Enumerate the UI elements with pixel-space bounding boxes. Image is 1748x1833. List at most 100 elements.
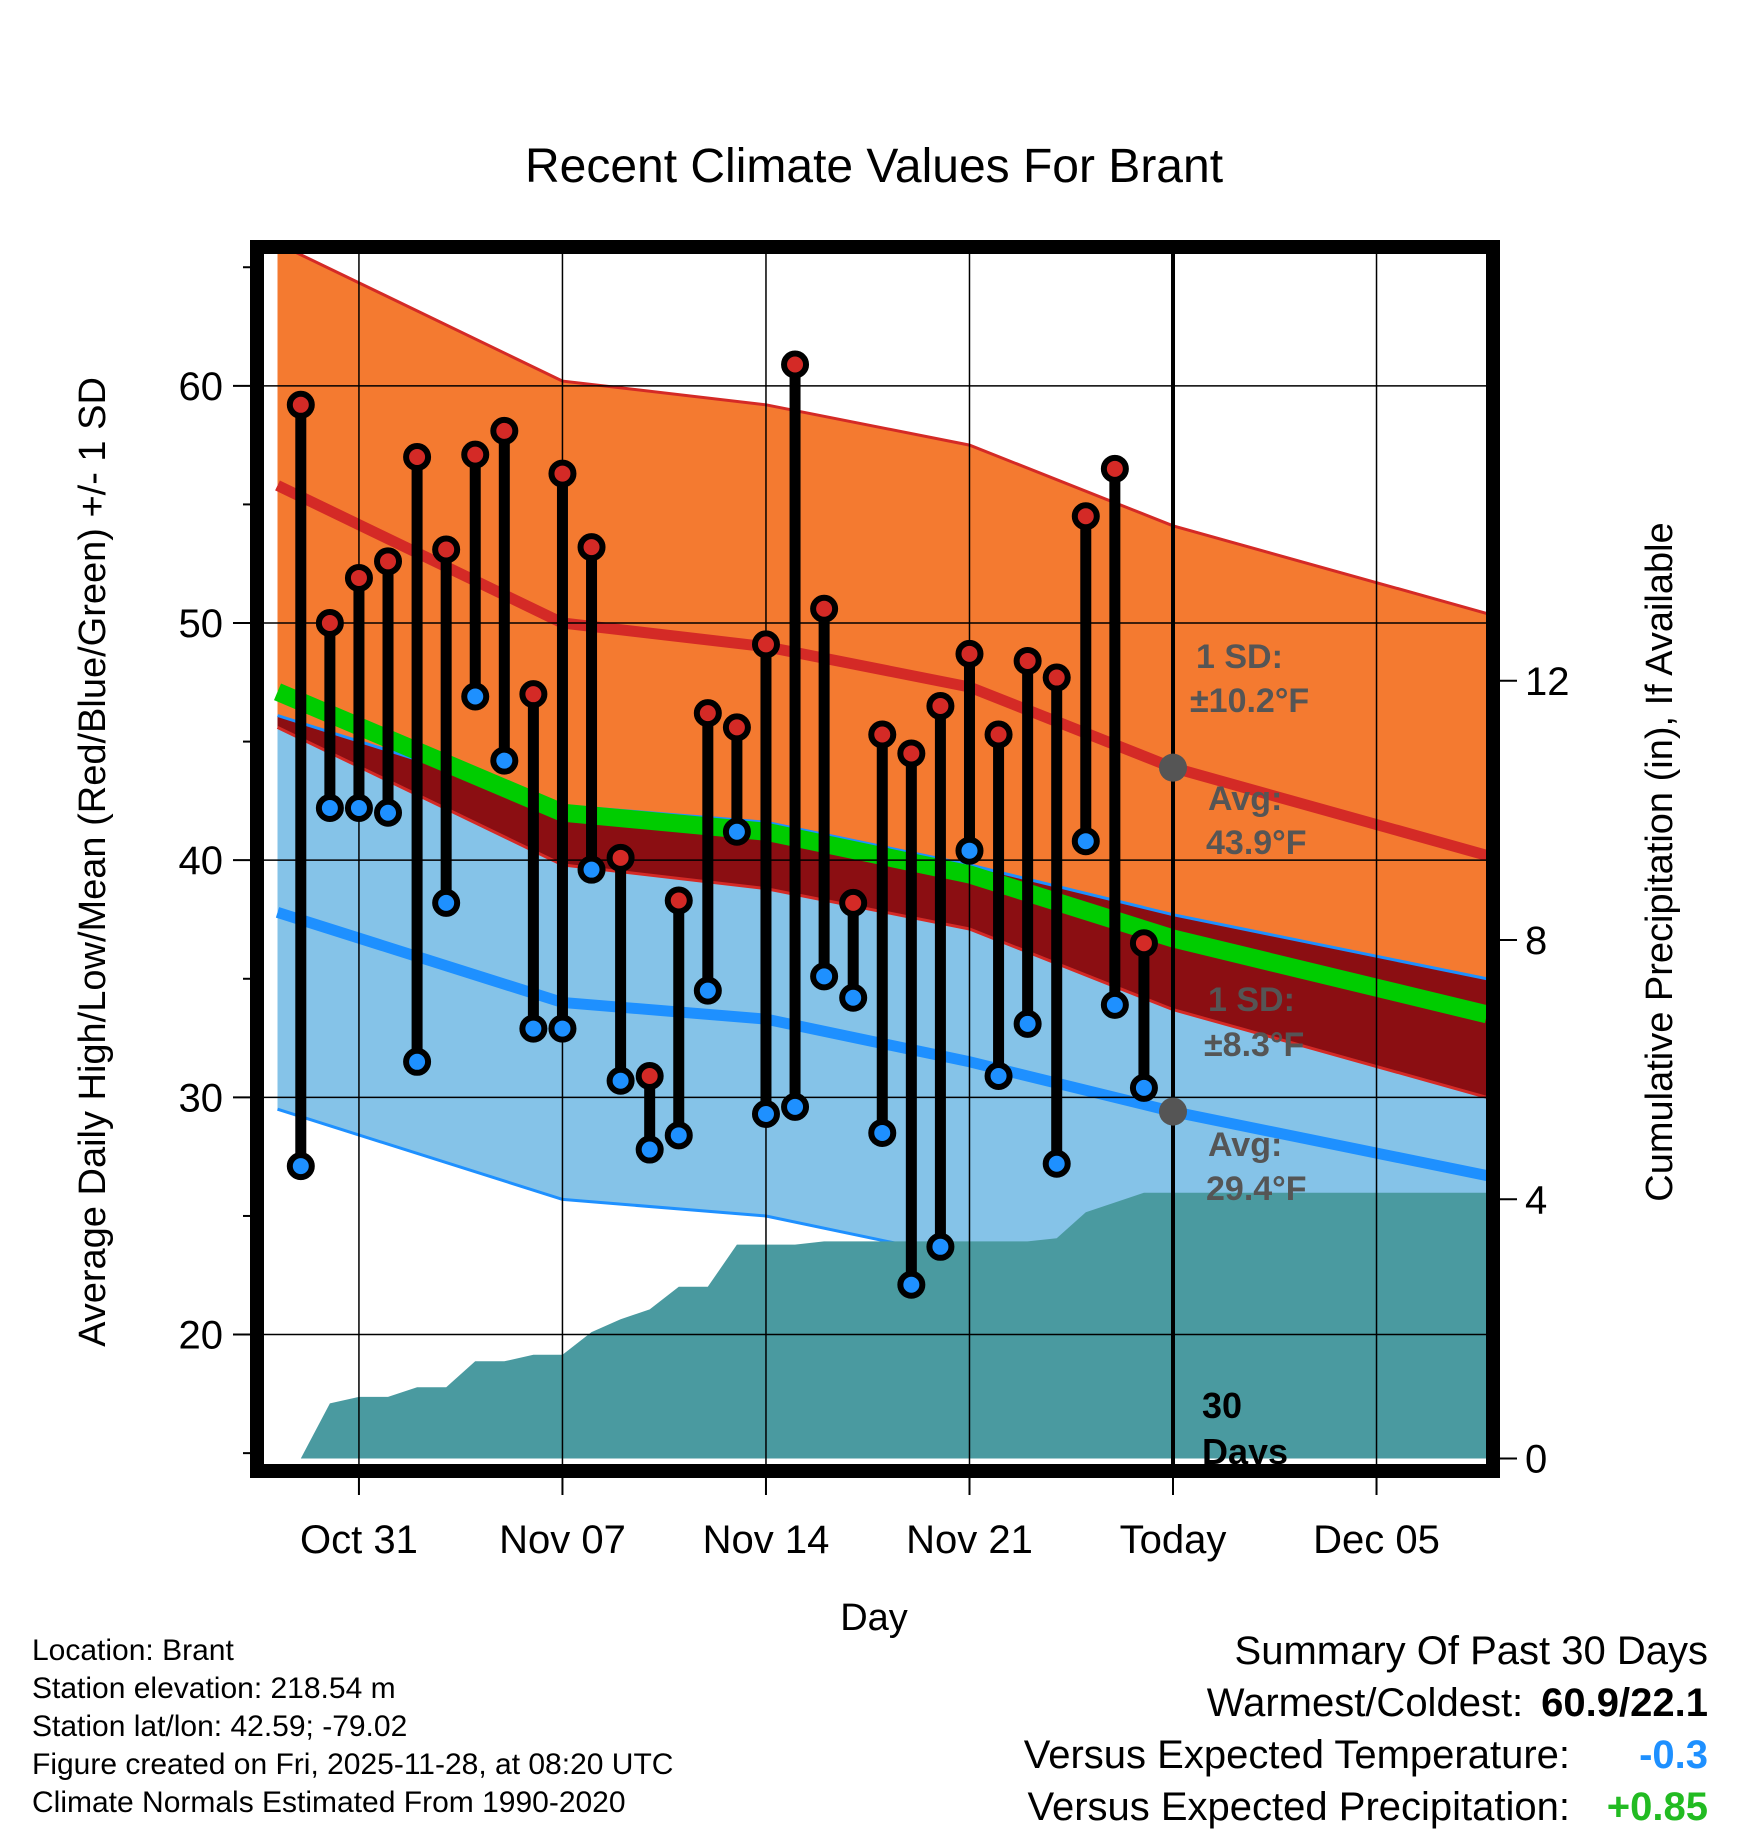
normal-low-line xyxy=(275,907,1487,1181)
daily-high-point xyxy=(868,720,897,749)
daily-high-point xyxy=(984,720,1013,749)
daily-low-point xyxy=(1100,990,1129,1019)
daily-low-point xyxy=(315,794,344,823)
daily-low-point xyxy=(548,1014,577,1043)
warm-cold-label: Warmest/Coldest: xyxy=(1206,1681,1524,1725)
high-avg-label: Avg: xyxy=(1208,780,1282,818)
daily-low-point xyxy=(1129,1073,1158,1102)
daily-low-point xyxy=(344,794,373,823)
y-axis-label: Average Daily High/Low/Mean (Red/Blue/Gr… xyxy=(72,377,114,1347)
station-info: Location: Brant Station elevation: 218.5… xyxy=(32,1632,673,1822)
low-sd-value: ±8.3°F xyxy=(1204,1026,1304,1064)
daily-low-point xyxy=(1013,1009,1042,1038)
y-tick-label: 50 xyxy=(179,602,224,646)
daily-low-point xyxy=(490,746,519,775)
daily-high-point xyxy=(461,440,490,469)
x-tick-label: Dec 05 xyxy=(1313,1518,1440,1562)
daily-low-point xyxy=(1071,827,1100,856)
daily-low-point xyxy=(286,1152,315,1181)
figure-created: Figure created on Fri, 2025-11-28, at 08… xyxy=(32,1748,674,1781)
today-days-label: Days xyxy=(1202,1431,1288,1472)
low-sd-label: 1 SD: xyxy=(1208,981,1295,1019)
high-sd-value: ±10.2°F xyxy=(1190,682,1309,720)
daily-low-point xyxy=(1042,1149,1071,1178)
y-tick-label: 40 xyxy=(179,839,224,883)
low-avg-label: Avg: xyxy=(1208,1126,1282,1164)
today-high-avg-marker xyxy=(1159,753,1188,782)
precip-anomaly-value: +0.85 xyxy=(1606,1785,1708,1829)
y-tick-label: 30 xyxy=(179,1076,224,1120)
normal-high-line xyxy=(275,480,1487,861)
daily-high-point xyxy=(432,535,461,564)
precip-area xyxy=(300,1192,1487,1459)
summary-title: Summary Of Past 30 Days xyxy=(1234,1629,1708,1673)
today-low-avg-marker xyxy=(1159,1097,1188,1126)
daily-low-point xyxy=(432,888,461,917)
daily-high-point xyxy=(635,1062,664,1091)
daily-high-point xyxy=(606,843,635,872)
daily-high-point xyxy=(519,680,548,709)
high-sd-upper-line xyxy=(293,253,1487,615)
precip-anomaly-label: Versus Expected Precipitation: xyxy=(1027,1785,1570,1829)
y2-tick-label: 4 xyxy=(1525,1178,1547,1222)
daily-low-point xyxy=(606,1066,635,1095)
daily-high-point xyxy=(664,886,693,915)
daily-high-point xyxy=(839,888,868,917)
daily-high-point xyxy=(548,459,577,488)
plot-frame xyxy=(250,240,1500,1478)
x-tick-label: Nov 07 xyxy=(499,1518,626,1562)
daily-low-point xyxy=(664,1121,693,1150)
daily-low-point xyxy=(984,1062,1013,1091)
y2-tick-label: 0 xyxy=(1525,1438,1547,1482)
y2-tick-label: 8 xyxy=(1525,919,1547,963)
daily-high-point xyxy=(315,609,344,638)
x-tick-label: Nov 21 xyxy=(906,1518,1033,1562)
daily-high-point xyxy=(1100,454,1129,483)
daily-high-point xyxy=(374,547,403,576)
x-tick-label: Today xyxy=(1120,1518,1227,1562)
temp-anomaly-label: Versus Expected Temperature: xyxy=(1023,1733,1570,1777)
x-tick-label: Oct 31 xyxy=(300,1518,418,1562)
daily-low-point xyxy=(955,836,984,865)
daily-low-point xyxy=(635,1135,664,1164)
daily-high-point xyxy=(693,699,722,728)
daily-low-point xyxy=(722,817,751,846)
daily-high-point xyxy=(344,563,373,592)
y2-axis-label: Cumulative Precipitation (in), If Availa… xyxy=(1639,522,1681,1201)
daily-low-point xyxy=(374,798,403,827)
daily-high-point xyxy=(751,630,780,659)
summary-warm-cold-row: Warmest/Coldest: 60.9/22.1 xyxy=(1024,1677,1708,1729)
daily-high-point xyxy=(1071,502,1100,531)
temp-anomaly-value: -0.3 xyxy=(1639,1733,1708,1777)
station-latlon: Station lat/lon: 42.59; -79.02 xyxy=(32,1710,408,1743)
daily-high-point xyxy=(286,390,315,419)
x-tick-label: Nov 14 xyxy=(703,1518,830,1562)
daily-high-point xyxy=(955,639,984,668)
station-elevation: Station elevation: 218.54 m xyxy=(32,1672,396,1705)
summary-precip-row: Versus Expected Precipitation: +0.85 xyxy=(1024,1781,1708,1833)
low-avg-value: 29.4°F xyxy=(1206,1170,1307,1208)
summary-temp-row: Versus Expected Temperature: -0.3 xyxy=(1024,1729,1708,1781)
y2-tick-label: 12 xyxy=(1525,660,1570,704)
daily-low-point xyxy=(751,1099,780,1128)
climate-normals-source: Climate Normals Estimated From 1990-2020 xyxy=(32,1786,626,1819)
y-tick-label: 20 xyxy=(179,1314,224,1358)
daily-high-point xyxy=(810,594,839,623)
daily-high-point xyxy=(1129,929,1158,958)
daily-low-point xyxy=(403,1047,432,1076)
daily-low-point xyxy=(897,1270,926,1299)
daily-low-point xyxy=(781,1092,810,1121)
daily-high-point xyxy=(490,416,519,445)
warm-cold-value: 60.9/22.1 xyxy=(1541,1681,1708,1725)
daily-low-point xyxy=(693,976,722,1005)
daily-low-point xyxy=(519,1014,548,1043)
station-location: Location: Brant xyxy=(32,1634,234,1667)
summary-panel: Summary Of Past 30 Days Warmest/Coldest:… xyxy=(1024,1625,1708,1833)
chart-title: Recent Climate Values For Brant xyxy=(525,140,1223,193)
x-axis-label: Day xyxy=(840,1597,908,1639)
high-sd-label: 1 SD: xyxy=(1196,638,1283,676)
daily-low-point xyxy=(577,855,606,884)
today-days-count: 30 xyxy=(1202,1385,1242,1426)
daily-low-point xyxy=(810,962,839,991)
